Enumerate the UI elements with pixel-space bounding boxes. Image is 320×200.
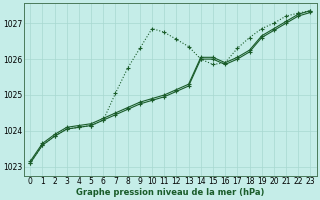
X-axis label: Graphe pression niveau de la mer (hPa): Graphe pression niveau de la mer (hPa) (76, 188, 265, 197)
